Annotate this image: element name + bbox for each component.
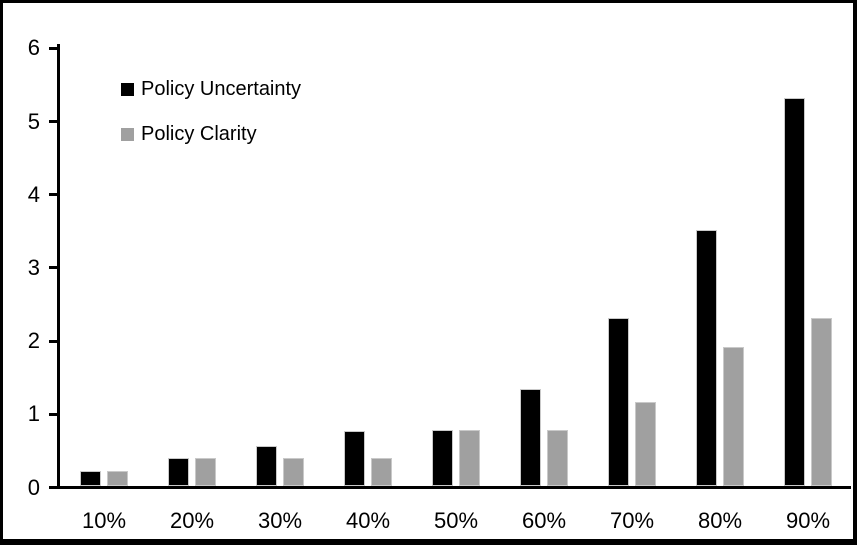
bar-policy-uncertainty-60% bbox=[520, 389, 541, 486]
y-axis-line bbox=[57, 44, 60, 489]
y-axis-tick bbox=[49, 193, 57, 196]
bar-policy-clarity-80% bbox=[723, 347, 744, 486]
y-axis-tick-label: 4 bbox=[27, 182, 40, 207]
legend-item-policy-uncertainty: Policy Uncertainty bbox=[121, 76, 301, 102]
bar-policy-clarity-50% bbox=[459, 430, 480, 486]
chart-legend: Policy Uncertainty Policy Clarity bbox=[121, 76, 301, 166]
legend-swatch-policy-clarity bbox=[121, 127, 134, 141]
x-axis-tick-label: 50% bbox=[433, 508, 479, 533]
bar-policy-clarity-10% bbox=[107, 471, 128, 486]
legend-label-policy-clarity: Policy Clarity bbox=[141, 123, 257, 145]
x-axis-tick-label: 60% bbox=[521, 508, 567, 533]
y-axis-tick-label: 1 bbox=[27, 401, 40, 426]
bar-policy-uncertainty-90% bbox=[784, 98, 805, 486]
y-axis-tick-label: 5 bbox=[27, 109, 40, 134]
bar-policy-clarity-30% bbox=[283, 458, 304, 486]
x-axis-line bbox=[57, 486, 851, 489]
bar-policy-uncertainty-50% bbox=[432, 430, 453, 486]
legend-swatch-policy-uncertainty bbox=[121, 82, 134, 96]
legend-label-policy-uncertainty: Policy Uncertainty bbox=[141, 78, 302, 100]
legend-item-policy-clarity: Policy Clarity bbox=[121, 121, 301, 147]
y-axis-tick-label: 0 bbox=[27, 475, 40, 500]
bar-policy-clarity-40% bbox=[371, 458, 392, 486]
x-axis-tick-label: 40% bbox=[345, 508, 391, 533]
y-axis-tick bbox=[49, 120, 57, 123]
y-axis-tick bbox=[49, 486, 57, 489]
x-axis-tick-label: 20% bbox=[169, 508, 215, 533]
bar-policy-uncertainty-30% bbox=[256, 446, 277, 486]
y-axis-tick bbox=[49, 413, 57, 416]
bar-policy-clarity-60% bbox=[547, 430, 568, 486]
x-axis-tick-label: 80% bbox=[697, 508, 743, 533]
y-axis-tick-label: 6 bbox=[27, 35, 40, 60]
x-axis-tick-label: 90% bbox=[785, 508, 831, 533]
y-axis-tick bbox=[49, 340, 57, 343]
bar-policy-clarity-20% bbox=[195, 458, 216, 486]
y-axis-tick-label: 3 bbox=[27, 255, 40, 280]
bar-policy-clarity-90% bbox=[811, 318, 832, 486]
bar-policy-uncertainty-40% bbox=[344, 431, 365, 486]
bar-policy-uncertainty-70% bbox=[608, 318, 629, 486]
y-axis-tick bbox=[49, 47, 57, 50]
bar-policy-uncertainty-80% bbox=[696, 230, 717, 486]
y-axis-tick-label: 2 bbox=[27, 328, 40, 353]
bar-policy-uncertainty-10% bbox=[80, 471, 101, 486]
y-axis-tick bbox=[49, 266, 57, 269]
x-axis-tick-label: 30% bbox=[257, 508, 303, 533]
bar-policy-clarity-70% bbox=[635, 402, 656, 486]
bar-policy-uncertainty-20% bbox=[168, 458, 189, 486]
x-axis-tick-label: 10% bbox=[81, 508, 127, 533]
x-axis-tick-label: 70% bbox=[609, 508, 655, 533]
